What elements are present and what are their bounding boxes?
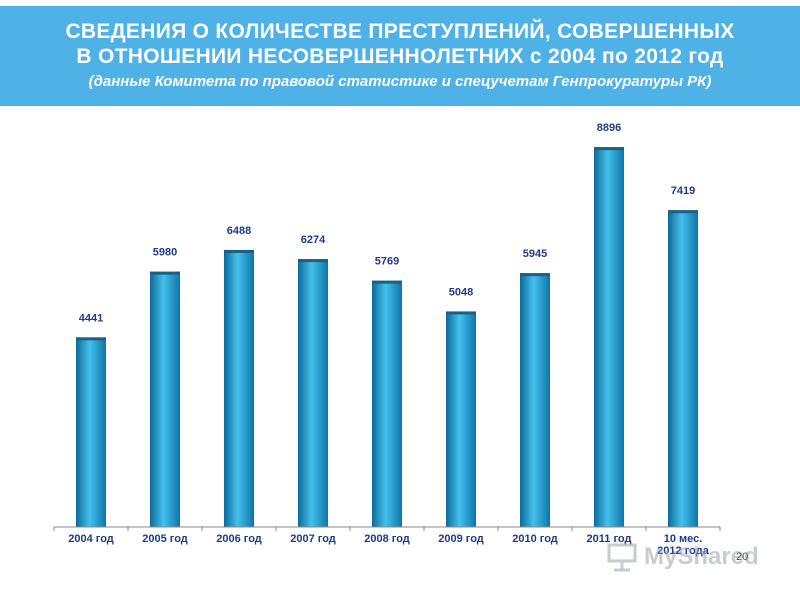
title-line-2: В ОТНОШЕНИИ НЕСОВЕРШЕННОЛЕТНИХ с 2004 по…: [76, 45, 724, 68]
bar: [668, 210, 698, 528]
x-tick-label: 2004 год: [68, 533, 114, 545]
x-tick-label: 2007 год: [290, 533, 336, 545]
x-tick-label: 10 мес.: [664, 533, 703, 545]
data-label: 5980: [153, 247, 177, 259]
bar: [594, 147, 624, 527]
data-label: 5769: [375, 256, 399, 268]
bar-top-edge: [372, 280, 402, 284]
x-tick-label: 2010 год: [512, 533, 558, 545]
x-tick-label: 2005 год: [142, 533, 188, 545]
data-label: 7419: [671, 185, 695, 197]
bar: [520, 273, 550, 527]
x-tick-label: 2008 год: [364, 533, 410, 545]
x-tick-label: 2009 год: [438, 533, 484, 545]
bar-top-edge: [520, 273, 550, 277]
bar-top-edge: [298, 259, 328, 263]
title-line-1: СВЕДЕНИЯ О КОЛИЧЕСТВЕ ПРЕСТУПЛЕНИЙ, СОВЕ…: [65, 20, 735, 43]
page-number: 20: [736, 551, 749, 563]
data-label: 6488: [227, 225, 251, 237]
x-tick-label: 2006 год: [216, 533, 262, 545]
bar: [76, 337, 106, 527]
bar-top-edge: [594, 147, 624, 151]
bar-top-edge: [150, 271, 180, 275]
bar: [446, 311, 476, 527]
data-label: 5048: [449, 286, 473, 298]
watermark-logo: MyShared: [606, 540, 766, 574]
data-label: 4441: [79, 312, 103, 324]
bar-top-edge: [446, 311, 476, 315]
data-label: 6274: [301, 234, 326, 246]
bar: [372, 280, 402, 527]
bar: [150, 271, 180, 527]
data-label: 8896: [597, 122, 621, 134]
x-tick-label: 2012 года: [657, 545, 710, 557]
presentation-icon: [607, 543, 637, 572]
data-label: 5945: [523, 248, 547, 260]
bar-top-edge: [668, 210, 698, 214]
bar: [224, 249, 254, 527]
watermark-text: MyShared: [644, 543, 759, 570]
bar-top-edge: [76, 337, 106, 341]
x-tick-label: 2011 год: [587, 533, 632, 545]
title-banner: СВЕДЕНИЯ О КОЛИЧЕСТВЕ ПРЕСТУПЛЕНИЙ, СОВЕ…: [0, 6, 800, 106]
bar-top-edge: [224, 249, 254, 253]
bar: [298, 259, 328, 527]
title-source-line: (данные Комитета по правовой статистике …: [88, 73, 712, 90]
